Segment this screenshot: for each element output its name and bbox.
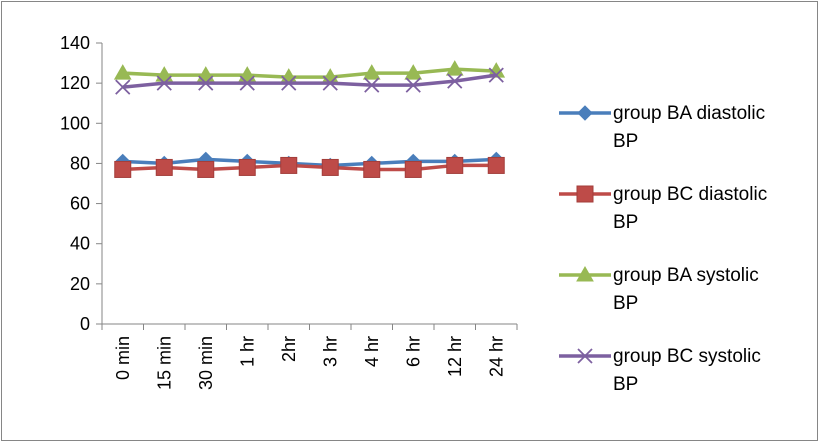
x-tick-label: 24 hr	[486, 336, 506, 377]
legend-label-line1: group BA diastolic	[613, 103, 765, 124]
x-marker-stroke	[281, 75, 297, 91]
legend-label-line2: BP	[613, 374, 638, 395]
y-tick-label: 40	[70, 234, 90, 254]
series-line	[122, 163, 497, 172]
x-marker-stroke	[115, 79, 131, 95]
y-tick-label: 0	[80, 314, 90, 334]
x-marker-stroke	[239, 75, 255, 91]
data-point	[155, 158, 173, 176]
legend-entry-1: group BA diastolic BP	[559, 103, 765, 152]
data-point	[446, 156, 464, 174]
legend-entry-2: group BC diastolic BP	[559, 184, 767, 233]
x-tick-label: 12 hr	[445, 336, 465, 377]
y-tick-label: 100	[60, 113, 90, 133]
data-point	[115, 79, 131, 95]
data-point	[404, 64, 423, 80]
x-marker-stroke	[156, 75, 172, 91]
data-point	[198, 75, 214, 91]
data-point	[322, 75, 338, 91]
y-tick-label: 20	[70, 274, 90, 294]
legend-label-line1: group BA systolic	[613, 265, 759, 286]
legend-label-line2: BP	[613, 212, 638, 233]
x-marker-stroke	[198, 75, 214, 91]
data-point	[404, 160, 422, 178]
legend-entry-4: group BC systolic BP	[559, 346, 761, 395]
data-point	[239, 75, 255, 91]
x-tick-label: 30 min	[196, 336, 216, 390]
series-line	[122, 73, 497, 89]
x-marker-stroke	[364, 77, 380, 93]
x-tick-label: 2hr	[279, 336, 299, 362]
legend-label-line1: group BC diastolic	[613, 184, 767, 205]
x-tick-label: 4 hr	[362, 336, 382, 367]
x-marker-stroke	[322, 75, 338, 91]
data-point	[447, 73, 463, 89]
series-layer	[113, 60, 506, 178]
legend-marker	[576, 185, 594, 203]
y-tick-label: 120	[60, 73, 90, 93]
data-point	[114, 160, 132, 178]
data-point	[445, 60, 464, 76]
data-point	[362, 64, 381, 80]
y-tick-label: 140	[60, 33, 90, 53]
series-3	[113, 60, 506, 84]
legend-marker	[577, 348, 593, 364]
x-marker-stroke	[488, 67, 504, 83]
data-point	[197, 160, 215, 178]
data-point	[238, 66, 257, 82]
data-point	[113, 64, 132, 80]
x-tick-label: 1 hr	[237, 336, 257, 367]
y-tick-label: 60	[70, 194, 90, 214]
data-point	[321, 158, 339, 176]
data-point	[238, 158, 256, 176]
series-line	[122, 67, 497, 79]
legend-label-line2: BP	[613, 293, 638, 314]
legend: group BA diastolic BP group BC diastolic BP…	[559, 103, 767, 395]
x-tick-label: 6 hr	[403, 336, 423, 367]
x-marker-stroke	[405, 77, 421, 93]
data-point	[363, 160, 381, 178]
data-point	[155, 66, 174, 82]
data-point	[488, 67, 504, 83]
series-2	[114, 156, 505, 178]
x-marker-stroke	[577, 348, 593, 364]
series-4	[115, 67, 504, 95]
legend-marker	[577, 105, 593, 121]
data-point	[281, 75, 297, 91]
data-point	[156, 75, 172, 91]
x-tick-label: 3 hr	[320, 336, 340, 367]
legend-marker	[576, 265, 594, 282]
x-tick-label: 15 min	[154, 336, 174, 390]
data-point	[280, 156, 298, 174]
legend-entry-3: group BA systolic BP	[559, 265, 759, 314]
x-marker-stroke	[447, 73, 463, 89]
series-line	[122, 157, 497, 168]
data-point	[364, 77, 380, 93]
x-tick-label: 0 min	[113, 336, 133, 380]
legend-label-line1: group BC systolic	[613, 346, 761, 367]
data-point	[405, 77, 421, 93]
data-point	[196, 66, 215, 82]
legend-label-line2: BP	[613, 131, 638, 152]
y-tick-label: 80	[70, 153, 90, 173]
data-point	[487, 156, 505, 174]
axes: 0 20 40 60 80 100 120 140 0 min 15 min 30 min 1 hr 2…	[60, 33, 518, 390]
